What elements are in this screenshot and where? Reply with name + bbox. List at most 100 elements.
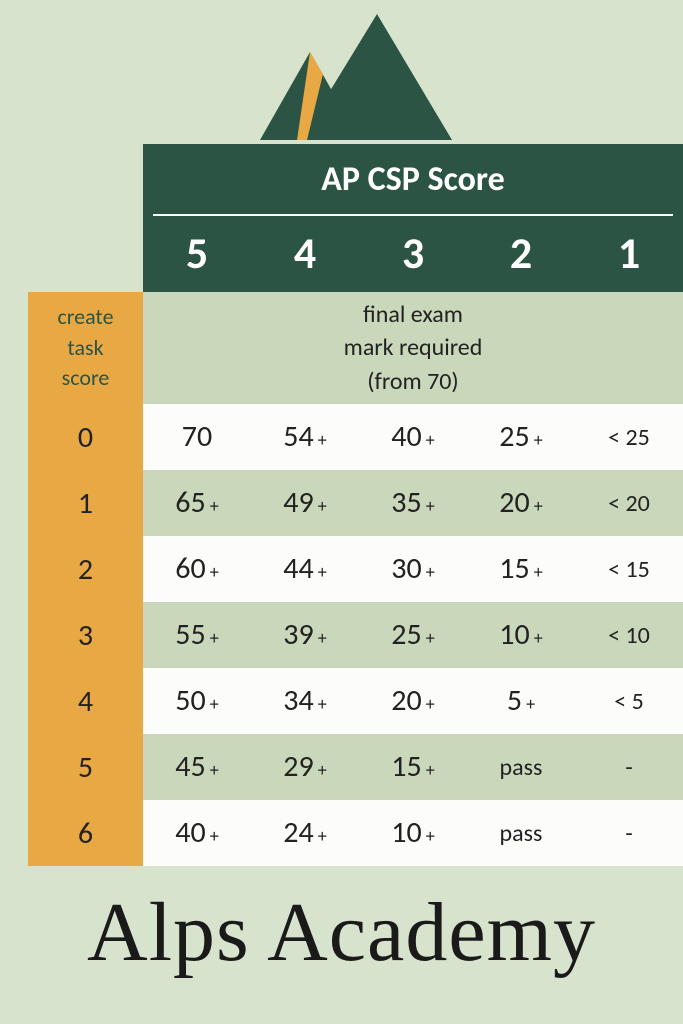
header-spacer — [28, 144, 143, 214]
cell-suffix: + — [318, 825, 327, 847]
cell-suffix: + — [534, 429, 543, 451]
cell-suffix: + — [426, 561, 435, 583]
table-row: 450+34+20+5+< 5 — [28, 668, 683, 734]
cell-value: - — [625, 753, 632, 782]
cell-suffix: + — [426, 759, 435, 781]
data-cell: < 15 — [575, 536, 683, 602]
header-scores-row: 5 4 3 2 1 — [28, 214, 683, 292]
subheader-left-l3: score — [62, 364, 110, 391]
data-cell: 49+ — [251, 470, 359, 536]
data-cell: pass — [467, 734, 575, 800]
row-cells: 7054+40+25+< 25 — [143, 404, 683, 470]
data-cell: 5+ — [467, 668, 575, 734]
data-cell: 20+ — [467, 470, 575, 536]
cell-value: 29 — [283, 748, 313, 785]
cell-suffix: + — [318, 693, 327, 715]
task-score-cell: 3 — [28, 602, 143, 668]
data-cell: 15+ — [359, 734, 467, 800]
cell-suffix: + — [210, 693, 219, 715]
cell-suffix: + — [534, 561, 543, 583]
cell-suffix: + — [318, 627, 327, 649]
cell-value: 60 — [175, 550, 205, 587]
data-cell: < 5 — [575, 668, 683, 734]
data-cell: 10+ — [359, 800, 467, 866]
cell-suffix: + — [210, 561, 219, 583]
subheader-left-l2: task — [67, 334, 103, 361]
cell-value: 50 — [175, 682, 205, 719]
task-score-cell: 1 — [28, 470, 143, 536]
task-score-cell: 5 — [28, 734, 143, 800]
data-cell: pass — [467, 800, 575, 866]
cell-suffix: + — [426, 825, 435, 847]
cell-value: 55 — [175, 616, 205, 653]
cell-suffix: + — [426, 429, 435, 451]
cell-value: < 25 — [608, 423, 650, 452]
row-cells: 50+34+20+5+< 5 — [143, 668, 683, 734]
data-cell: 54+ — [251, 404, 359, 470]
cell-value: 24 — [283, 814, 313, 851]
task-score-cell: 0 — [28, 404, 143, 470]
header-title-row: AP CSP Score — [28, 144, 683, 214]
cell-value: < 15 — [608, 555, 650, 584]
data-cell: < 25 — [575, 404, 683, 470]
header-title: AP CSP Score — [143, 144, 683, 214]
data-cell: 45+ — [143, 734, 251, 800]
cell-suffix: + — [318, 561, 327, 583]
data-cell: 10+ — [467, 602, 575, 668]
cell-value: 39 — [283, 616, 313, 653]
cell-value: 30 — [391, 550, 421, 587]
data-cell: 15+ — [467, 536, 575, 602]
cell-value: 10 — [499, 616, 529, 653]
cell-value: 25 — [391, 616, 421, 653]
subheader-right-l3: (from 70) — [367, 367, 458, 396]
cell-suffix: + — [210, 495, 219, 517]
data-cell: 35+ — [359, 470, 467, 536]
cell-value: 15 — [391, 748, 421, 785]
brand-name: Alps Academy — [0, 884, 683, 981]
subheader-row: create task score final exam mark requir… — [28, 292, 683, 404]
cell-suffix: + — [318, 495, 327, 517]
data-cell: 44+ — [251, 536, 359, 602]
table-row: 640+24+10+pass- — [28, 800, 683, 866]
cell-suffix: + — [534, 627, 543, 649]
row-cells: 65+49+35+20+< 20 — [143, 470, 683, 536]
task-score-cell: 2 — [28, 536, 143, 602]
table-row: 260+44+30+15+< 15 — [28, 536, 683, 602]
data-cell: 40+ — [359, 404, 467, 470]
cell-value: 70 — [182, 418, 212, 455]
cell-suffix: + — [534, 495, 543, 517]
score-col-4: 4 — [251, 214, 359, 292]
table-row: 545+ 29 +15+pass - — [28, 734, 683, 800]
table-row: 07054+40+25+< 25 — [28, 404, 683, 470]
score-col-3: 3 — [359, 214, 467, 292]
cell-value: 40 — [175, 814, 205, 851]
data-rows: 07054+40+25+< 25165+49+35+20+< 20260+44+… — [28, 404, 683, 866]
cell-value: < 5 — [614, 687, 644, 716]
data-cell: 60+ — [143, 536, 251, 602]
subheader-right-l2: mark required — [344, 333, 483, 362]
cell-value: 45 — [175, 748, 205, 785]
cell-value: < 10 — [608, 621, 650, 650]
subheader-right: final exam mark required (from 70) — [143, 292, 683, 404]
cell-value: < 20 — [608, 489, 650, 518]
score-col-5: 5 — [143, 214, 251, 292]
cell-value: 35 — [391, 484, 421, 521]
cell-suffix: + — [426, 693, 435, 715]
task-score-cell: 6 — [28, 800, 143, 866]
row-cells: 60+44+30+15+< 15 — [143, 536, 683, 602]
cell-suffix: + — [210, 627, 219, 649]
data-cell: - — [575, 800, 683, 866]
score-col-1: 1 — [575, 214, 683, 292]
cell-value: 65 — [175, 484, 205, 521]
data-cell: 24+ — [251, 800, 359, 866]
task-score-cell: 4 — [28, 668, 143, 734]
cell-value: 49 — [283, 484, 313, 521]
logo-mountains — [0, 0, 683, 144]
row-cells: 45+ 29 +15+pass - — [143, 734, 683, 800]
data-cell: 25+ — [359, 602, 467, 668]
data-cell: 70 — [143, 404, 251, 470]
cell-value: 20 — [499, 484, 529, 521]
data-cell: 55+ — [143, 602, 251, 668]
cell-value: 10 — [391, 814, 421, 851]
header-scores-spacer — [28, 214, 143, 292]
